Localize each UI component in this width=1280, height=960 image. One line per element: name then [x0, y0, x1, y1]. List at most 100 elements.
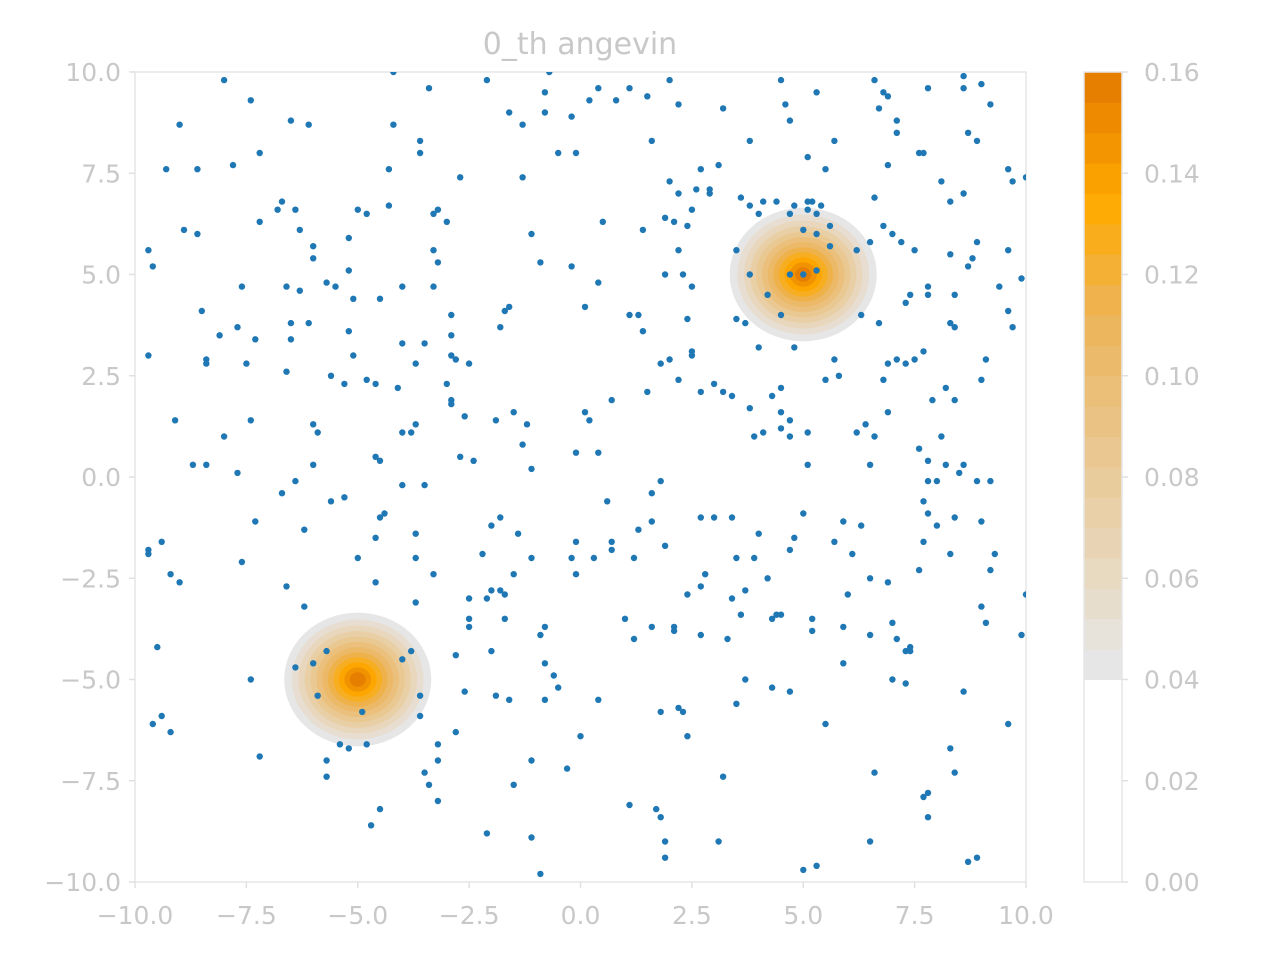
scatter-point-108	[327, 498, 335, 505]
scatter-point-166	[465, 595, 473, 602]
scatter-point-314	[1005, 307, 1012, 315]
scatter-point-465	[448, 400, 455, 408]
colorbar-band-15	[1084, 193, 1122, 225]
scatter-point-277	[933, 522, 941, 529]
scatter-point-131	[167, 728, 174, 736]
scatter-point-467	[443, 380, 450, 388]
scatter-point-367	[884, 409, 892, 416]
scatter-point-347	[964, 263, 972, 270]
scatter-point-378	[777, 384, 785, 392]
scatter-point-36	[457, 174, 464, 181]
scatter-point-157	[430, 571, 437, 578]
scatter-point-346	[951, 291, 958, 298]
scatter-point-197	[572, 538, 580, 545]
scatter-point-241	[755, 530, 762, 537]
colorbar-band-3	[1084, 558, 1122, 589]
scatter-point-233	[702, 571, 709, 578]
scatter-point-56	[283, 283, 290, 290]
scatter-point-418	[684, 315, 691, 323]
scatter-point-172	[488, 522, 495, 529]
scatter-point-206	[630, 554, 638, 562]
scatter-point-163	[452, 652, 459, 659]
scatter-point-239	[742, 676, 749, 683]
scatter-point-380	[791, 344, 798, 351]
scatter-point-246	[777, 611, 785, 618]
colorbar-band-14	[1084, 223, 1122, 255]
scatter-point-263	[871, 769, 878, 776]
colorbar-tick-label-2: 0.04	[1144, 666, 1200, 695]
scatter-point-133	[247, 676, 254, 683]
scatter-point-145	[354, 554, 361, 562]
scatter-point-83	[452, 356, 459, 363]
scatter-point-328	[889, 230, 896, 238]
scatter-point-288	[973, 854, 981, 861]
scatter-point-151	[399, 656, 406, 663]
scatter-point-155	[412, 599, 419, 606]
x-tick-label-7: 7.5	[895, 901, 935, 930]
scatter-point-299	[800, 866, 807, 874]
scatter-point-429	[675, 190, 682, 197]
scatter-point-340	[960, 190, 967, 197]
scatter-point-69	[350, 352, 357, 359]
scatter-point-31	[416, 149, 424, 157]
scatter-point-180	[506, 696, 513, 703]
scatter-point-117	[243, 360, 250, 367]
scatter-point-7	[194, 230, 201, 238]
scatter-point-348	[987, 101, 994, 108]
scatter-point-113	[314, 429, 321, 436]
scatter-point-248	[786, 546, 794, 554]
scatter-point-149	[376, 805, 384, 813]
colorbar-tick-label-8: 0.16	[1144, 58, 1200, 87]
scatter-point-194	[568, 554, 575, 562]
scatter-point-447	[831, 137, 838, 145]
scatter-point-37	[483, 76, 491, 84]
scatter-point-377	[768, 392, 776, 400]
scatter-point-245	[768, 684, 776, 691]
scatter-point-77	[421, 340, 428, 347]
scatter-point-412	[728, 392, 736, 400]
scatter-point-41	[541, 89, 549, 96]
scatter-point-432	[661, 214, 669, 221]
scatter-point-322	[884, 360, 892, 367]
scatter-point-14	[274, 206, 281, 213]
scatter-point-440	[661, 271, 669, 278]
scatter-point-242	[764, 575, 771, 582]
scatter-point-11	[247, 97, 254, 104]
scatter-point-71	[350, 295, 357, 302]
scatter-point-285	[924, 789, 932, 797]
scatter-point-260	[858, 522, 865, 529]
scatter-point-168	[465, 623, 473, 631]
x-tick-label-6: 5.0	[783, 901, 823, 930]
scatter-point-13	[256, 218, 263, 225]
scatter-point-213	[657, 708, 664, 716]
scatter-point-193	[537, 870, 544, 878]
scatter-point-217	[670, 623, 678, 631]
scatter-point-399	[755, 210, 762, 217]
scatter-point-391	[804, 206, 811, 213]
scatter-point-438	[666, 356, 673, 363]
scatter-point-308	[929, 396, 936, 404]
y-tick-label-2: −5.0	[60, 666, 121, 695]
scatter-point-184	[514, 530, 522, 537]
scatter-point-30	[416, 137, 424, 145]
colorbar-tick-label-4: 0.08	[1144, 463, 1200, 492]
scatter-point-397	[773, 198, 780, 205]
scatter-point-45	[572, 149, 580, 157]
scatter-point-413	[719, 388, 727, 396]
scatter-point-282	[947, 745, 954, 752]
scatter-point-214	[661, 838, 669, 845]
scatter-point-290	[982, 619, 990, 626]
plot-frame	[134, 71, 1027, 883]
colorbar-tick-label-5: 0.10	[1144, 362, 1200, 391]
scatter-point-384	[800, 271, 807, 278]
scatter-point-106	[376, 457, 384, 464]
scatter-point-223	[648, 623, 655, 631]
scatter-point-400	[737, 194, 745, 201]
scatter-point-395	[826, 222, 834, 230]
scatter-point-398	[760, 198, 767, 205]
scatter-point-34	[434, 206, 442, 213]
scatter-point-137	[292, 664, 299, 671]
y-axis: −10.0 −7.5 −5.0 −2.5 0.0 2.5 5.0 7.5 10.0	[44, 58, 135, 897]
scatter-point-410	[777, 425, 785, 432]
scatter-point-176	[501, 615, 508, 622]
